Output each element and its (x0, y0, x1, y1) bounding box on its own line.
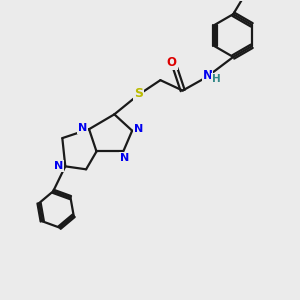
Text: O: O (167, 56, 177, 69)
Text: N: N (134, 124, 143, 134)
Text: H: H (212, 74, 220, 84)
Text: N: N (78, 123, 87, 133)
Text: S: S (134, 87, 143, 100)
Text: N: N (54, 161, 63, 171)
Text: N: N (203, 69, 213, 82)
Text: N: N (120, 153, 129, 163)
